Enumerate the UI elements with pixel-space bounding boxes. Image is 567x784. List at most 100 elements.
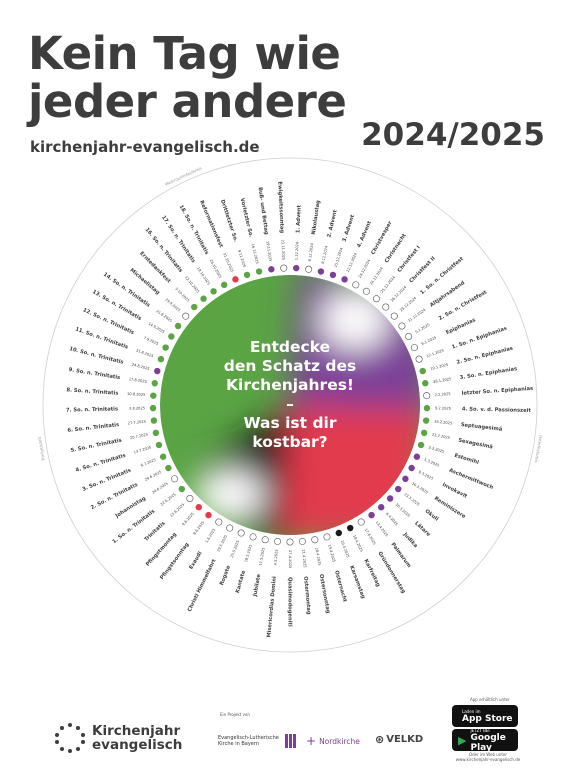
- color-dot: [408, 464, 415, 472]
- kirchenjahr-logo: Kirchenjahr evangelisch: [54, 722, 182, 754]
- day-date: 26.1.2025: [433, 377, 452, 384]
- day-item[interactable]: 9.2.2025 4. So. v. d. Passionszeit: [423, 404, 532, 414]
- day-name: 1. Advent: [295, 204, 302, 233]
- google-play-button[interactable]: ▶ JETZT BEI Google Play: [452, 727, 518, 753]
- google-play-small: JETZT BEI: [470, 727, 490, 733]
- day-date: 12.10.2025: [184, 275, 200, 293]
- day-date: 26.10.2025: [209, 259, 222, 279]
- color-dot: [368, 511, 375, 519]
- partner-nordkirche-text: Nordkirche: [319, 736, 360, 746]
- color-dot: [200, 295, 207, 302]
- day-item[interactable]: 6.12.2024 Nikolaustag: [305, 200, 322, 273]
- day-item[interactable]: 17.8.2025 9. So. n. Trinitatis: [68, 367, 158, 387]
- day-date: 21.9.2025: [155, 309, 172, 323]
- color-dot: [243, 271, 251, 279]
- day-name: Karsamstag: [348, 565, 366, 600]
- partner-velkd-text: VELKD: [386, 734, 424, 745]
- day-date: 6.1.2025: [421, 336, 437, 346]
- day-date: 22.12.2024: [346, 252, 358, 273]
- day-name: Osternacht: [333, 570, 348, 603]
- day-item[interactable]: 4.5.2025 Misericordias Domini: [266, 537, 282, 638]
- color-dot: [420, 429, 428, 437]
- day-date: 23.2.2025: [432, 433, 451, 441]
- day-item[interactable]: 27.4.2025 Quasimodogeniti: [286, 538, 294, 627]
- day-name: 10. So. n. Trinitatis: [69, 346, 124, 366]
- day-date: 13.4.2025: [375, 520, 389, 537]
- day-date: 18.4.2025: [352, 534, 364, 552]
- day-name: Ostermontag: [302, 576, 311, 615]
- color-dot: [293, 264, 300, 272]
- partner-nordkirche: + Nordkirche: [306, 734, 360, 748]
- color-dot: [168, 333, 175, 340]
- day-date: 6.4.2025: [385, 512, 399, 527]
- day-item[interactable]: 27.7.2025 6. So. n. Trinitatis: [67, 417, 158, 434]
- day-item[interactable]: 9.3.2025 Invokavit: [408, 464, 468, 500]
- day-date: 8.6.2025: [193, 520, 206, 535]
- color-dot: [357, 518, 365, 526]
- day-name: 6. So. n. Trinitatis: [67, 422, 119, 434]
- day-name: Misericordias Domini: [266, 576, 278, 638]
- play-icon: ▶: [458, 733, 467, 747]
- title-line-1: Kein Tag wie: [28, 27, 341, 80]
- day-item[interactable]: 23.3.2025 Okuli: [395, 485, 440, 523]
- day-item[interactable]: 2.2.2025 letzter So. n. Epiphanias: [423, 386, 533, 400]
- color-dot: [149, 404, 157, 412]
- partner-elkb: Evangelisch-Lutherische Kirche in Bayern: [218, 730, 296, 752]
- day-name: Nikolaustag: [311, 200, 322, 236]
- day-item[interactable]: 21.4.2025 Ostermontag: [298, 537, 312, 615]
- day-date: 31.10.2025: [222, 252, 234, 272]
- day-date: 9.6.2025: [181, 512, 195, 527]
- day-date: 15.6.2025: [169, 503, 185, 518]
- color-dot: [215, 518, 223, 526]
- day-item[interactable]: 1.12.2024 1. Advent: [293, 204, 303, 272]
- color-dot: [402, 475, 409, 483]
- color-dot: [410, 344, 418, 352]
- day-item[interactable]: 18.4.2025 Karfreitag: [347, 524, 381, 588]
- web-label: Oder im Web unter: [468, 752, 508, 757]
- day-date: 22.6.2025: [160, 492, 177, 506]
- day-date: 3.8.2025: [129, 406, 145, 410]
- website-link[interactable]: kirchenjahr-evangelisch.de: [30, 138, 260, 156]
- color-dot: [422, 417, 430, 424]
- day-date: 19.10.2025: [196, 266, 211, 285]
- day-date: 9.2.2025: [435, 406, 451, 410]
- church-year-wheel: WeihnachtsfestkreisOsterfestkreisTrinita…: [37, 157, 544, 653]
- color-dot: [317, 268, 325, 275]
- day-date: 1.12.2024: [295, 241, 300, 260]
- day-item[interactable]: 3.8.2025 7. So. n. Trinitatis: [66, 404, 157, 414]
- color-dot: [419, 367, 426, 375]
- day-name: Sexagesimä: [458, 438, 494, 451]
- day-item[interactable]: 16.2.2025 Septuagesimä: [422, 417, 503, 433]
- color-dot: [186, 495, 194, 503]
- day-name: 3. So. n. Epiphanias: [459, 366, 517, 381]
- day-date: 31.12.2024: [407, 307, 427, 323]
- day-item[interactable]: 11.5.2025 Jubilate: [252, 536, 269, 598]
- web-url[interactable]: www.kirchenjahr-evangelisch.de: [455, 757, 521, 762]
- color-dot: [305, 265, 313, 273]
- day-name: 2. Advent: [326, 209, 338, 238]
- day-date: 7.9.2025: [143, 336, 159, 346]
- color-dot: [423, 392, 431, 400]
- elkb-bars-icon: [285, 734, 296, 748]
- center-dash: –: [286, 395, 294, 413]
- color-dot: [390, 312, 398, 320]
- color-dot: [286, 538, 294, 546]
- day-item[interactable]: 20.4.2025 Ostersonntag: [311, 536, 331, 615]
- day-item[interactable]: 10.8.2025 8. So. n. Trinitatis: [66, 387, 157, 399]
- color-dot: [249, 533, 257, 541]
- app-store-button[interactable]: Laden im App Store: [452, 705, 518, 727]
- day-date: 19.4.2025: [327, 544, 336, 563]
- day-item[interactable]: 23.11.2025 Ewigkeitssonntag: [276, 181, 288, 272]
- day-date: 31.8.2025: [135, 348, 154, 358]
- web-info: Oder im Web unter www.kirchenjahr-evange…: [448, 752, 528, 762]
- center-line-2: den Schatz des: [223, 357, 357, 375]
- day-date: 23.11.2025: [280, 240, 285, 261]
- color-dot: [232, 276, 239, 283]
- day-date: 6.12.2024: [308, 242, 315, 261]
- day-name: letzter So. n. Epiphanias: [461, 386, 533, 397]
- color-dot: [372, 295, 380, 303]
